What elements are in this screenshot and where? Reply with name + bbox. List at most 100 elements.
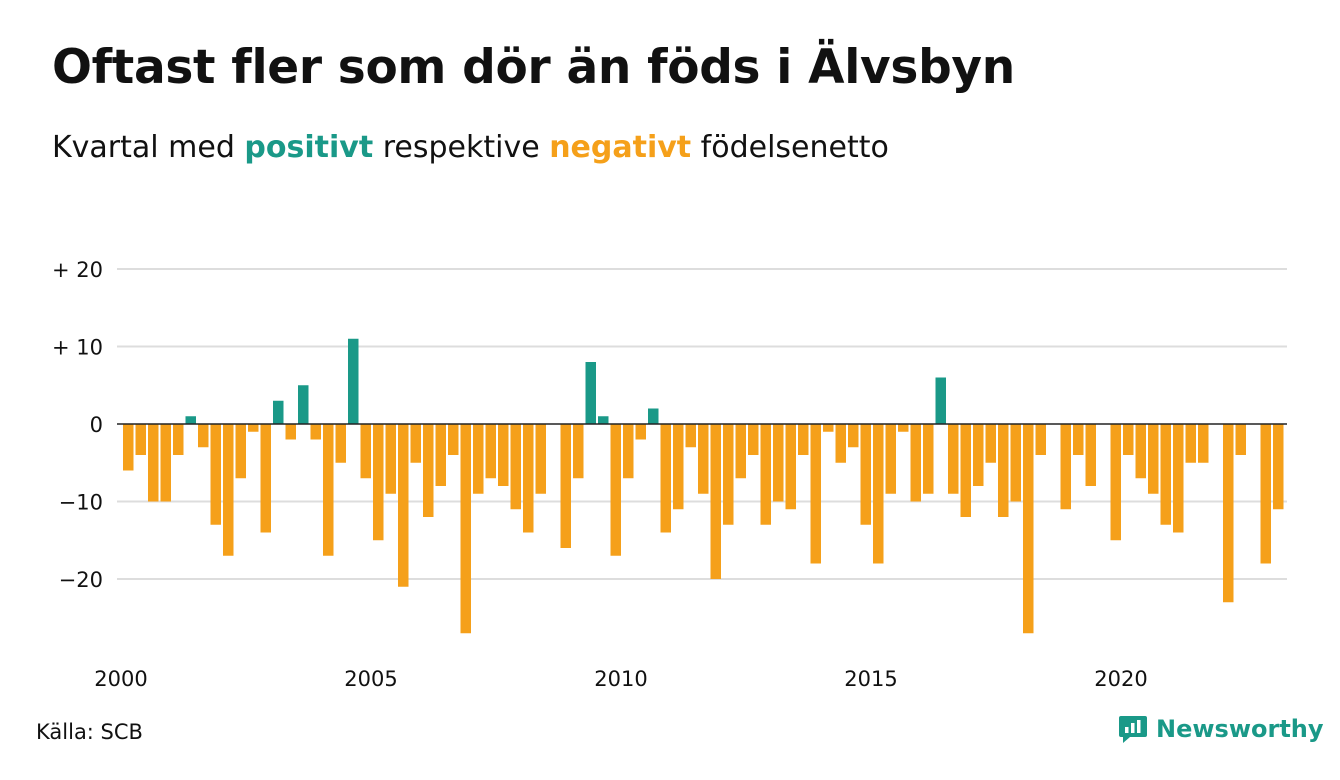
bar [1060,424,1071,510]
bar [823,424,834,432]
subtitle-positive-label: positivt [244,130,374,165]
bar [423,424,434,517]
bar [185,416,196,424]
chart-title: Oftast fler som dör än föds i Älvsbyn [52,40,1015,95]
chart-subtitle: Kvartal med positivt respektive negativt… [52,130,889,165]
bar [848,424,859,448]
bar [785,424,796,510]
bar [923,424,934,494]
bar [935,377,946,424]
bar [1173,424,1184,533]
bar [973,424,984,486]
y-tick-label: −10 [59,491,103,515]
bar [173,424,184,455]
bar [323,424,334,556]
bar [723,424,734,525]
x-tick-label: 2005 [344,667,397,691]
y-tick-label: + 20 [52,258,103,282]
bar [310,424,321,440]
bar [1010,424,1021,502]
subtitle-text-middle: respektive [373,130,550,165]
bar [1135,424,1146,479]
bar [660,424,671,533]
bar [373,424,384,541]
source-note: Källa: SCB [36,720,143,744]
bar [510,424,521,510]
bar [273,400,284,424]
bar [760,424,771,525]
bar [535,424,546,494]
bar [1073,424,1084,455]
x-tick-label: 2020 [1094,667,1147,691]
bar [285,424,296,440]
bar [1123,424,1134,455]
x-axis-labels: 2000 2005 2010 2015 2020 [94,667,1147,691]
bar [498,424,509,486]
bar [910,424,921,502]
bar [960,424,971,517]
bar [235,424,246,479]
bar [873,424,884,564]
bar [348,338,359,424]
bar [735,424,746,479]
bar-chart: + 20 + 10 0 −10 −20 2000 2005 2010 2015 2020 [52,258,1287,691]
x-tick-label: 2010 [594,667,647,691]
bar [210,424,221,525]
bar [635,424,646,440]
bar [898,424,909,432]
bar [485,424,496,479]
y-tick-label: −20 [59,568,103,592]
bar [673,424,684,510]
bar [460,424,471,634]
bar [148,424,159,502]
bar [585,362,596,424]
bar [698,424,709,494]
gridlines [117,268,1287,580]
bar [810,424,821,564]
y-tick-label: + 10 [52,336,103,360]
bar [448,424,459,455]
subtitle-negative-label: negativt [549,130,692,165]
bar [598,416,609,424]
bar-chart-speech-bubble-icon [1119,716,1147,743]
bar [248,424,259,432]
bar [1223,424,1234,603]
bar [398,424,409,587]
bar [1198,424,1209,463]
x-tick-label: 2015 [844,667,897,691]
bar [1273,424,1284,510]
bar [260,424,271,533]
bar [985,424,996,463]
bar [1110,424,1121,541]
bar [223,424,234,556]
subtitle-text-before: Kvartal med [52,130,245,165]
bar [1160,424,1171,525]
bar [1260,424,1271,564]
bar [1023,424,1034,634]
subtitle-text-after: födelsenetto [691,130,889,165]
bar [1235,424,1246,455]
bars [123,338,1284,634]
bar [885,424,896,494]
bar [798,424,809,455]
bar [1085,424,1096,486]
bar [860,424,871,525]
bar [610,424,621,556]
bar [623,424,634,479]
bar [335,424,346,463]
bar [573,424,584,479]
bar [385,424,396,494]
bar [748,424,759,455]
bar [523,424,534,533]
y-tick-label: 0 [90,413,103,437]
y-axis-labels: + 20 + 10 0 −10 −20 [52,258,103,592]
bar [298,385,309,424]
bar [710,424,721,579]
x-tick-label: 2000 [94,667,147,691]
bar [123,424,134,471]
bar [410,424,421,463]
bar [948,424,959,494]
bar [435,424,446,486]
bar [560,424,571,548]
bar [160,424,171,502]
